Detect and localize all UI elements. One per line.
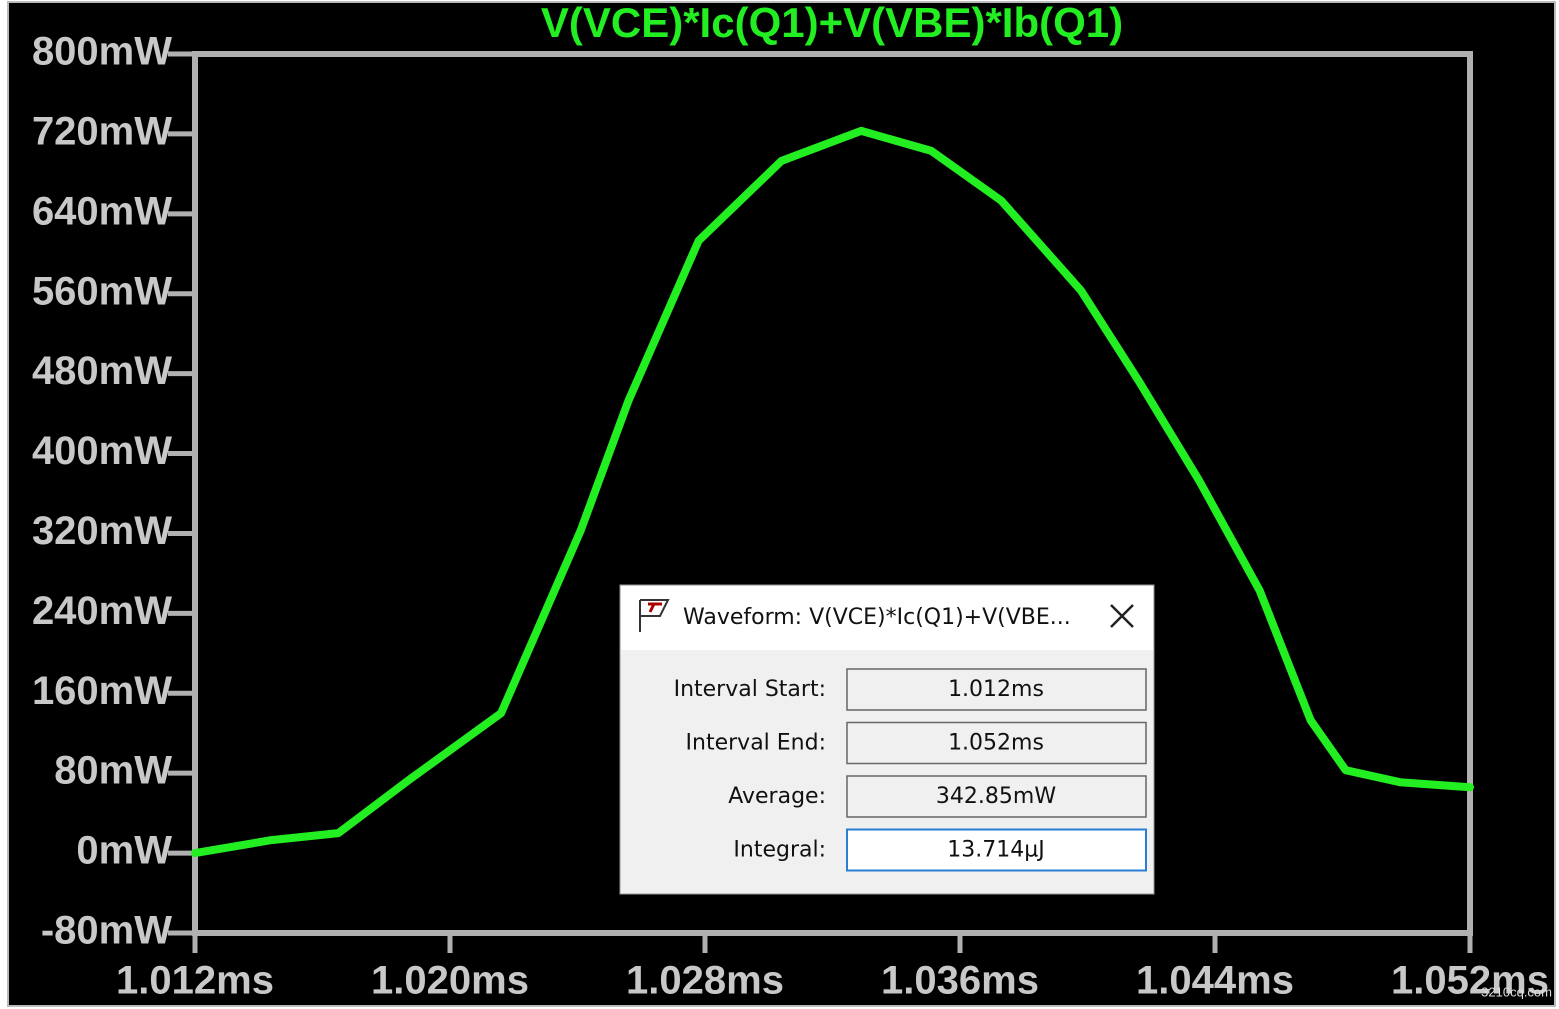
x-tick-label: 1.036ms [881,959,1039,1003]
y-tick-label: 80mW [54,749,172,793]
field-value: 342.85mW [936,784,1056,809]
x-tick-label: 1.044ms [1136,959,1294,1003]
y-tick-label: 480mW [32,349,172,393]
field-value: 1.012ms [948,677,1044,702]
x-tick-label: 1.052ms [1391,959,1549,1003]
dialog-titlebar [621,586,1153,650]
app-icon-mark [648,602,662,613]
field-box [846,721,1147,765]
y-tick-label: 720mW [32,109,172,153]
field-label: Average: [728,784,826,809]
y-tick-label: 240mW [32,589,172,633]
trace [191,126,1474,858]
field-label: Integral: [733,838,826,863]
dialog-title: Waveform: V(VCE)*Ic(Q1)+V(VBE... [683,605,1071,630]
x-tick-label: 1.012ms [116,959,274,1003]
y-tick-label: 640mW [32,189,172,233]
watermark: 3210cq.com [1481,984,1552,999]
field-label: Interval End: [686,731,826,756]
y-tick-label: -80mW [41,909,172,953]
y-tick-label: 560mW [32,269,172,313]
field-box [846,668,1147,711]
dialog[interactable]: Waveform: V(VCE)*Ic(Q1)+V(VBE... Interva… [619,584,1155,895]
field-label: Interval Start: [674,677,826,702]
field-value: 1.052ms [948,731,1044,756]
field-box [846,775,1147,818]
y-tick-label: 0mW [76,829,172,873]
y-tick-label: 160mW [32,669,172,713]
plot: -80mW 0mW 80mW 160mW 240mW 320mW 400mW 480mW 560… [32,30,1549,1003]
y-tick-label: 320mW [32,509,172,553]
y-tick-label: 400mW [32,429,172,473]
app-icon [639,599,670,632]
close-button[interactable] [1110,604,1134,628]
chart-title: V(VCE)*Ic(Q1)+V(VBE)*Ib(Q1) [541,0,1123,46]
y-tick-label: 800mW [32,30,172,74]
field-box [846,828,1147,872]
plot-frame [192,51,1473,936]
x-tick-label: 1.020ms [371,959,529,1003]
fields: Interval Start: 1.012ms Interval End: 1.052… [674,668,1147,872]
field-value: 13.714µJ [947,838,1044,863]
x-tick-label: 1.028ms [626,959,784,1003]
